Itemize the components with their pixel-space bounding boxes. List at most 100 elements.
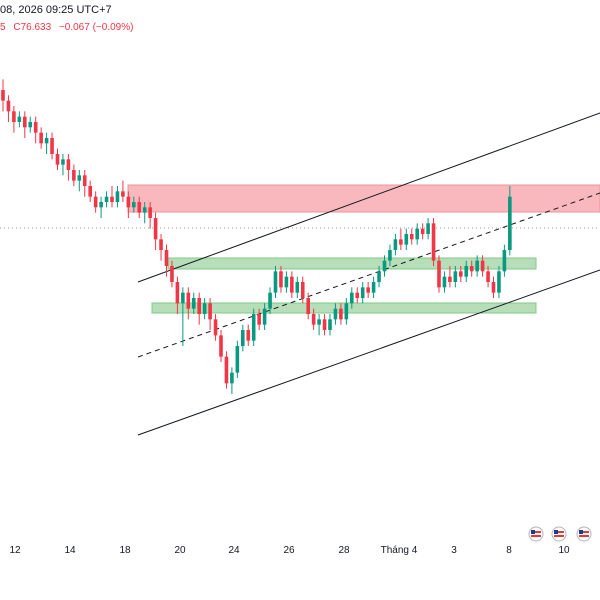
candle-body bbox=[175, 282, 180, 304]
candle-body bbox=[339, 308, 343, 320]
candle-body bbox=[181, 292, 185, 304]
candle-body bbox=[191, 298, 196, 309]
candle-body bbox=[290, 276, 294, 293]
candle-body bbox=[159, 239, 163, 250]
candle-body bbox=[208, 303, 212, 320]
x-axis: 12 14 18 20 24 26 28 Tháng 4 3 8 10 bbox=[9, 545, 570, 556]
candle-body bbox=[480, 260, 485, 272]
candle-body bbox=[12, 111, 16, 122]
candle-body bbox=[420, 228, 425, 234]
candle-body bbox=[241, 330, 245, 346]
candle-body bbox=[115, 191, 120, 202]
candle-body bbox=[230, 372, 234, 384]
candle-body bbox=[306, 298, 310, 314]
ohlc-change: −0.067 (−0.09%) bbox=[58, 22, 134, 33]
x-tick-label: 3 bbox=[451, 545, 457, 556]
candle-body bbox=[121, 191, 125, 197]
candle-body bbox=[72, 170, 76, 181]
flag-stripe bbox=[554, 535, 564, 537]
candle-body bbox=[273, 271, 278, 293]
flag-canton bbox=[579, 530, 583, 534]
resistance-zone bbox=[127, 184, 600, 213]
flag-stripe bbox=[579, 531, 589, 533]
x-tick-label: 28 bbox=[338, 545, 350, 556]
x-tick-label: 8 bbox=[506, 545, 512, 556]
candle-body bbox=[300, 282, 305, 298]
candle-body bbox=[132, 202, 136, 208]
channel-layer bbox=[0, 112, 600, 436]
candle-body bbox=[486, 271, 490, 282]
candle-body bbox=[371, 282, 376, 293]
flag-stripe bbox=[531, 535, 541, 537]
candle-body bbox=[126, 196, 131, 208]
candles-layer bbox=[1, 79, 512, 394]
zones-layer bbox=[127, 184, 600, 314]
candle-body bbox=[295, 282, 300, 293]
event-icons bbox=[528, 526, 592, 542]
candle-body bbox=[437, 260, 441, 288]
chart-header-ohlc: 5 C76.633 −0.067 (−0.09%) bbox=[0, 22, 138, 33]
candle-body bbox=[284, 276, 289, 288]
chart-header-date: 08, 2026 09:25 UTC+7 bbox=[0, 4, 112, 16]
candle-body bbox=[142, 207, 147, 213]
candle-body bbox=[399, 239, 403, 245]
candle-body bbox=[39, 132, 43, 144]
candle-body bbox=[366, 287, 370, 293]
candle-body bbox=[257, 314, 261, 325]
candle-body bbox=[464, 266, 469, 277]
candle-body bbox=[33, 122, 38, 133]
candle-body bbox=[77, 175, 82, 181]
candle-body bbox=[170, 266, 174, 282]
candle-body bbox=[393, 239, 398, 250]
candle-body bbox=[382, 260, 387, 272]
candle-body bbox=[355, 292, 360, 298]
candle-body bbox=[6, 100, 11, 112]
candle-body bbox=[164, 250, 169, 266]
candle-body bbox=[251, 314, 256, 341]
x-tick-label: 24 bbox=[228, 545, 240, 556]
x-tick-label: Tháng 4 bbox=[381, 545, 418, 556]
candle-body bbox=[502, 250, 507, 272]
candle-body bbox=[99, 202, 103, 208]
candle-body bbox=[317, 319, 321, 325]
channel-mid-line bbox=[137, 192, 600, 358]
candle-body bbox=[235, 346, 240, 373]
ohlc-open-tail: 5 bbox=[0, 22, 6, 33]
candle-body bbox=[50, 138, 54, 154]
candle-body bbox=[469, 266, 474, 272]
candle-body bbox=[415, 228, 419, 240]
candle-body bbox=[17, 116, 22, 122]
support-zone-lower bbox=[151, 302, 537, 314]
ohlc-close: C76.633 bbox=[13, 22, 52, 33]
x-tick-label: 12 bbox=[9, 545, 21, 556]
candle-body bbox=[246, 330, 251, 341]
candle-body bbox=[202, 303, 207, 314]
candle-body bbox=[66, 159, 71, 170]
flag-stripe bbox=[531, 531, 541, 533]
x-tick-label: 14 bbox=[64, 545, 76, 556]
candle-body bbox=[28, 122, 33, 128]
x-tick-label: 18 bbox=[119, 545, 131, 556]
candle-body bbox=[137, 202, 142, 213]
candle-body bbox=[104, 196, 109, 202]
channel-lower-line bbox=[137, 269, 600, 436]
candle-body bbox=[377, 271, 381, 282]
candle-body bbox=[328, 319, 332, 330]
candle-body bbox=[268, 292, 272, 309]
candle-body bbox=[311, 314, 316, 325]
candle-body bbox=[262, 308, 267, 325]
candle-body bbox=[448, 276, 452, 282]
candle-body bbox=[459, 271, 463, 277]
candle-body bbox=[110, 196, 114, 202]
candle-body bbox=[1, 90, 5, 101]
candle-body bbox=[322, 319, 327, 330]
candle-body bbox=[219, 335, 223, 357]
candle-body bbox=[350, 292, 354, 304]
candle-body bbox=[508, 196, 512, 250]
x-tick-label: 26 bbox=[283, 545, 295, 556]
candle-body bbox=[213, 319, 218, 336]
candle-body bbox=[55, 154, 60, 165]
candle-body bbox=[82, 175, 87, 186]
candle-body bbox=[388, 250, 392, 261]
